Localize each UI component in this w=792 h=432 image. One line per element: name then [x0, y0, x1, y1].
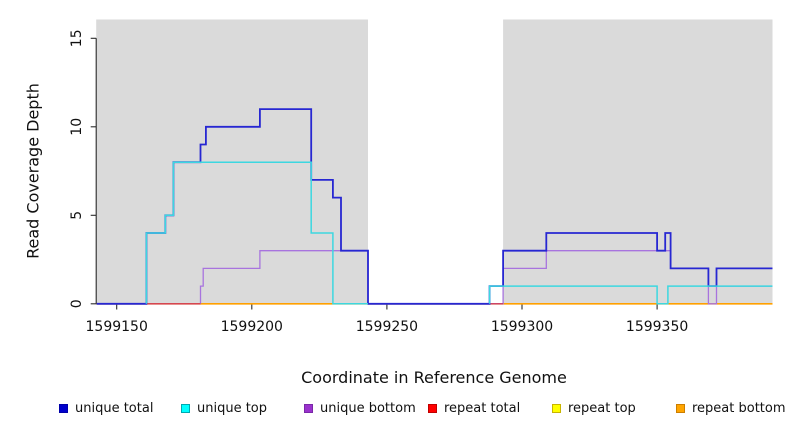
- y-tick-label: 10: [69, 118, 85, 136]
- x-tick-label: 1599200: [221, 319, 283, 335]
- plot-canvas: 1599150 1599200 1599250 1599300 1599350 0 5 10 1…: [69, 19, 773, 335]
- x-tick-label: 1599150: [86, 319, 148, 335]
- legend-item-unique-bottom: unique bottom: [304, 400, 416, 416]
- legend-swatch-repeat-top: [552, 403, 561, 413]
- x-tick-label: 1599300: [491, 319, 553, 335]
- y-axis-title: Read Coverage Depth: [23, 83, 43, 259]
- legend-item-unique-total: unique total: [59, 400, 153, 416]
- y-tick-label: 15: [69, 29, 85, 47]
- legend-swatch-repeat-bottom: [676, 403, 685, 413]
- legend-label: unique total: [75, 400, 154, 416]
- x-axis-title: Coordinate in Reference Genome: [301, 368, 567, 387]
- y-tick-label: 0: [69, 299, 85, 308]
- legend-label: unique bottom: [320, 400, 416, 416]
- legend-swatch-unique-bottom: [304, 403, 313, 413]
- legend-label: unique top: [197, 400, 268, 416]
- legend-item-repeat-bottom: repeat bottom: [676, 400, 786, 416]
- legend-swatch-unique-total: [59, 403, 68, 413]
- series-line-unique-top: [488, 285, 773, 305]
- legend-label: repeat bottom: [692, 400, 786, 416]
- legend-item-unique-top: unique top: [181, 400, 267, 416]
- legend-swatch-repeat-total: [428, 403, 437, 413]
- series-line-unique-top: [145, 161, 368, 305]
- legend-item-repeat-total: repeat total: [428, 400, 520, 416]
- y-tick-label: 5: [69, 211, 85, 220]
- legend-label: repeat top: [568, 400, 636, 416]
- legend-item-repeat-top: repeat top: [552, 400, 636, 416]
- x-tick-label: 1599250: [356, 319, 418, 335]
- x-tick-label: 1599350: [626, 319, 688, 335]
- highlight-band: [367, 19, 504, 304]
- legend-swatch-unique-top: [181, 403, 190, 413]
- legend-label: repeat total: [444, 400, 521, 416]
